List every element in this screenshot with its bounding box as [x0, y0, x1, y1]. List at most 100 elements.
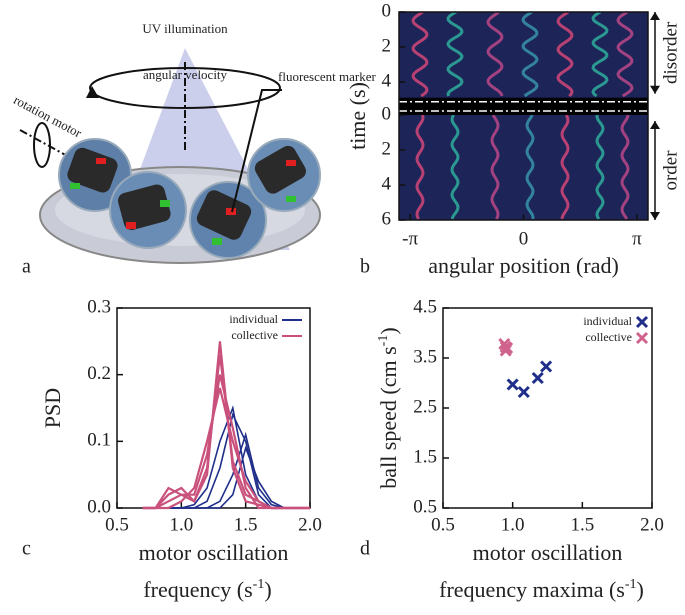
point: [635, 315, 649, 329]
motor-axis: [19, 129, 121, 186]
panel-label: c: [22, 538, 31, 560]
panel-label: a: [22, 256, 31, 278]
x-tick-label: 1.5: [570, 514, 594, 535]
psd-line: [142, 431, 310, 509]
x-tick-label: 1.0: [169, 514, 193, 535]
trace: [556, 10, 574, 98]
marker-label: fluorescent marker: [278, 69, 376, 84]
marker-pointer: [231, 89, 282, 213]
y-axis-label: time (s): [345, 82, 370, 150]
cross: [506, 378, 519, 391]
label-part: ): [376, 327, 401, 334]
y-tick-label: 4.5: [413, 296, 437, 317]
x-tick-label: 1.0: [501, 514, 525, 535]
y-tick-label: 2: [382, 35, 392, 56]
y-tick-label: 0.2: [87, 363, 111, 384]
trace: [595, 114, 605, 220]
point: [540, 360, 553, 373]
x-tick-label: -π: [402, 228, 418, 249]
psd-line: [142, 445, 310, 509]
point: [531, 371, 544, 385]
trace: [486, 10, 504, 97]
trace: [521, 10, 539, 98]
y-tick-label: 2.5: [413, 396, 437, 417]
uv-label: UV illumination: [142, 21, 228, 36]
x-tick-label: 2.0: [298, 514, 322, 535]
diagram: [19, 48, 321, 264]
y-tick-label: 0.5: [413, 496, 437, 517]
label-part: motor oscillation: [139, 540, 289, 565]
label-part: ): [264, 577, 271, 602]
trace: [616, 10, 634, 98]
x-tick-label: 2.0: [640, 514, 664, 535]
superscript: -1: [253, 577, 265, 592]
label-part: ): [637, 577, 644, 602]
label-part: frequency (s: [143, 577, 252, 602]
rotation-arrow: [89, 67, 281, 109]
x-axis-label: angular position (rad): [428, 253, 619, 278]
trace: [525, 114, 535, 220]
superscript: -1: [625, 577, 637, 592]
label-part: frequency maxima (s: [439, 577, 625, 602]
cross: [531, 371, 544, 385]
arrowhead: [650, 12, 660, 20]
point: [506, 378, 519, 391]
y-tick-label: 1.5: [413, 446, 437, 467]
y-tick-label: 6: [382, 208, 392, 229]
point: [501, 341, 514, 355]
axis-label: motor oscillation frequency maxima (s-1): [439, 540, 644, 602]
psd-line: [142, 387, 310, 510]
y-tick-label: 0.1: [87, 430, 111, 451]
legend-label: individual: [583, 314, 632, 328]
trace: [620, 114, 630, 220]
cross: [635, 315, 649, 329]
superscript: -1: [376, 335, 391, 347]
arrowhead: [650, 212, 660, 220]
phase-label: order: [660, 150, 681, 191]
legend-label: collective: [585, 330, 632, 344]
cross: [501, 341, 514, 355]
trace: [411, 10, 429, 98]
point: [517, 385, 530, 399]
separator: [399, 97, 648, 115]
label-part: ball speed (cm s: [376, 346, 401, 488]
axis-label: ball speed (cm s-1): [376, 327, 401, 488]
y-tick-label: 4: [382, 70, 392, 91]
y-tick-label: 0: [382, 0, 392, 21]
legend-label: collective: [231, 328, 278, 342]
trace: [591, 10, 609, 98]
label-part: motor oscillation: [473, 540, 623, 565]
x-tick-label: π: [632, 228, 642, 249]
balls: [58, 138, 321, 259]
motor-arrow: [33, 122, 51, 168]
trace: [450, 114, 460, 220]
legend-label: individual: [229, 312, 278, 326]
x-tick-label: 0: [519, 228, 529, 249]
y-tick-label: 0.0: [87, 496, 111, 517]
phase-label: disorder: [660, 21, 681, 84]
x-tick-label: 0.5: [431, 514, 455, 535]
cross: [517, 385, 530, 399]
arrowhead: [650, 85, 660, 94]
cross: [540, 360, 553, 373]
y-tick-label: 0.3: [87, 296, 111, 317]
trace: [490, 114, 500, 220]
y-tick-label: 4: [382, 173, 392, 194]
y-tick-label: 2: [382, 138, 392, 159]
psd-line: [142, 354, 310, 510]
trace: [415, 114, 425, 220]
panel-label: b: [360, 256, 370, 278]
trace: [560, 114, 570, 220]
axis-label: motor oscillation frequency (s-1): [139, 540, 289, 602]
panel-label: d: [360, 538, 370, 560]
y-axis-label: PSD: [40, 388, 65, 428]
x-tick-label: 1.5: [234, 514, 258, 535]
psd-line: [142, 405, 310, 509]
velocity-label: angular velocity: [143, 67, 228, 82]
arrowhead: [86, 86, 99, 98]
x-tick-label: 0.5: [105, 514, 129, 535]
y-tick-label: 3.5: [413, 346, 437, 367]
y-tick-label: 0: [382, 103, 392, 124]
cross: [635, 331, 649, 345]
